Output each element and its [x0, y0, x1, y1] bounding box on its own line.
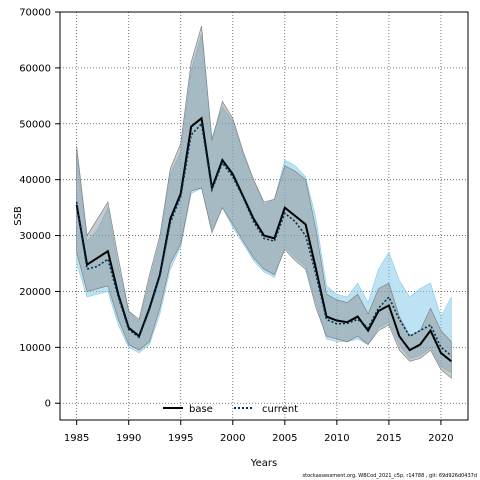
current-series-line — [75, 122, 452, 357]
x-tick-label: 2000 — [220, 433, 245, 444]
x-tick-label: 1985 — [64, 433, 89, 444]
y-tick-label: 30000 — [19, 231, 51, 242]
x-tick-label: 2010 — [324, 433, 349, 444]
y-tick-label: 20000 — [19, 287, 51, 298]
legend-current-label: current — [262, 404, 298, 415]
footer-credit: stockassessment.org, WBCod_2021_c5p, r14… — [303, 473, 477, 479]
y-axis-ticks: 0 10000 20000 30000 40000 50000 60000 70000 — [19, 8, 60, 410]
plot-frame — [59, 11, 469, 421]
x-tick-label: 2020 — [428, 433, 453, 444]
x-tick-label: 2015 — [376, 433, 401, 444]
x-tick-label: 1995 — [168, 433, 193, 444]
y-tick-label: 10000 — [19, 343, 51, 354]
x-axis-label: Years — [250, 458, 277, 469]
base-series-line — [75, 116, 452, 363]
x-axis-ticks: 1985 1990 1995 2000 2005 2010 2015 2020 — [64, 420, 454, 444]
y-axis-label: SSB — [13, 206, 24, 226]
legend: base current — [163, 404, 298, 415]
x-tick-label: 2005 — [272, 433, 297, 444]
y-tick-label: 0 — [45, 399, 51, 410]
y-tick-label: 60000 — [19, 63, 51, 74]
base-confidence-band — [76, 25, 452, 379]
y-tick-label: 40000 — [19, 175, 51, 186]
confidence-bands — [76, 25, 452, 379]
legend-base-label: base — [189, 404, 213, 415]
y-tick-label: 70000 — [19, 8, 51, 19]
y-tick-label: 50000 — [19, 119, 51, 130]
series-lines — [75, 116, 452, 363]
x-tick-label: 1990 — [116, 433, 141, 444]
